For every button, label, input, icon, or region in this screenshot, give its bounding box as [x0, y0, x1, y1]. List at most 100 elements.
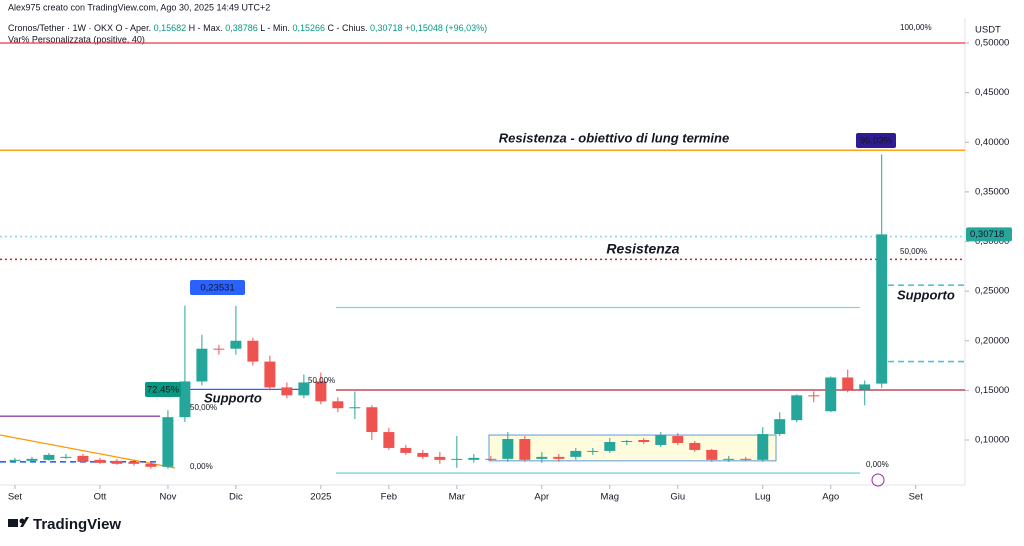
candle-body	[434, 456, 446, 460]
annotation: Supporto	[204, 390, 262, 405]
annotation: 50,00%	[190, 403, 217, 412]
symbol: Cronos/Tether · 1W · OKX	[8, 23, 113, 33]
candle-body	[332, 401, 344, 409]
annotation: 50,00%	[308, 376, 335, 385]
candle-body	[791, 395, 803, 421]
callout-label: 96.03%	[860, 136, 893, 147]
x-tick-label: Mar	[449, 492, 465, 503]
x-tick-label: Apr	[534, 492, 549, 503]
candle-body	[468, 457, 480, 460]
annotation: 100,00%	[900, 23, 932, 32]
candle-body	[94, 459, 106, 463]
y-tick-label: 0,30000	[975, 236, 1009, 247]
candle-body	[842, 377, 854, 390]
candle-body	[451, 458, 463, 460]
indicator: Var% Personalizzata (positive, 40)	[8, 34, 145, 44]
annotation: 0,00%	[866, 460, 889, 469]
candle-body	[43, 454, 55, 460]
y-tick-label: 0,25000	[975, 286, 1009, 297]
candle-body	[825, 377, 837, 412]
candle-body	[60, 456, 72, 458]
ohlc-label: O - Aper.	[116, 23, 152, 33]
ohlc-value: 0,30718	[370, 23, 403, 33]
y-tick-label: 0,40000	[975, 137, 1009, 148]
callout-box	[190, 280, 245, 295]
ohlc-label: H - Max.	[189, 23, 223, 33]
candle-body	[196, 348, 208, 382]
candle-body	[417, 452, 429, 457]
x-tick-label: Set	[909, 492, 924, 503]
credit: Alex975 creato con TradingView.com, Ago …	[8, 2, 270, 12]
candle-body	[655, 435, 667, 445]
x-tick-label: Lug	[755, 492, 771, 503]
x-tick-label: Nov	[159, 492, 176, 503]
callout-label: 0,23531	[200, 283, 234, 294]
candle-body	[485, 458, 497, 460]
x-tick-label: 2025	[310, 492, 331, 503]
last-price-tag	[966, 227, 1012, 242]
candle-body	[162, 417, 174, 467]
x-tick-label: Giu	[670, 492, 685, 503]
candle-body	[111, 460, 123, 464]
ohlc-value: 0,15682	[154, 23, 187, 33]
candle-body	[349, 407, 361, 409]
candle-body	[859, 384, 871, 390]
ohlc-label: C - Chius.	[328, 23, 368, 33]
annotation: 50,00%	[900, 247, 927, 256]
event-icon	[871, 473, 885, 487]
y-tick-label: 0,10000	[975, 435, 1009, 446]
ohlc-value: 0,15266	[292, 23, 325, 33]
y-tick-label: 0,15000	[975, 385, 1009, 396]
brand: TradingView	[33, 516, 121, 533]
candle-body	[247, 340, 259, 362]
candle-body	[876, 234, 888, 384]
y-tick-label: 0,45000	[975, 87, 1009, 98]
last-price-label: 0,30718	[970, 229, 1004, 240]
candle-body	[672, 436, 684, 443]
candle-body	[400, 447, 412, 453]
candle-body	[230, 340, 242, 349]
y-tick-label: 0,20000	[975, 335, 1009, 346]
x-tick-label: Mag	[601, 492, 619, 503]
candle-body	[519, 439, 531, 460]
candle-body	[808, 395, 820, 397]
candle-body	[281, 387, 293, 396]
ohlc-value: 0,38786	[225, 23, 258, 33]
candle-body	[706, 449, 718, 460]
change: +0,15048 (+96,03%)	[405, 23, 487, 33]
candle-body	[145, 463, 157, 467]
callout-box	[856, 133, 896, 148]
x-tick-label: Ago	[822, 492, 839, 503]
candle-body	[604, 441, 616, 451]
ohlc-label: L - Min.	[260, 23, 290, 33]
currency: USDT	[975, 25, 1001, 36]
x-tick-label: Ott	[94, 492, 107, 503]
candle-body	[689, 442, 701, 450]
candle-body	[723, 458, 735, 460]
candle-body	[9, 459, 21, 461]
candle-body	[383, 432, 395, 448]
candle-body	[298, 382, 310, 396]
candle-body	[621, 440, 633, 442]
range-box	[488, 434, 777, 462]
candle-body	[570, 450, 582, 457]
brand-logo: TradingView	[8, 516, 121, 533]
x-tick-label: Feb	[381, 492, 397, 503]
y-tick-label: 0,50000	[975, 38, 1009, 49]
candle-body	[553, 456, 565, 459]
candle-body	[213, 348, 225, 350]
symbol-header: Cronos/Tether · 1W · OKX O - Aper. 0,156…	[8, 23, 487, 33]
candle-body	[774, 419, 786, 435]
candle-body	[179, 381, 191, 418]
candle-body	[502, 439, 514, 459]
candle-body	[638, 440, 650, 442]
candle-body	[757, 434, 769, 460]
candle-body	[264, 361, 276, 388]
candle-body	[366, 407, 378, 433]
annotation: Resistenza	[606, 241, 679, 257]
candle-body	[587, 450, 599, 452]
candle-body	[740, 458, 752, 460]
annotation: Supporto	[897, 287, 955, 302]
x-tick-label: Set	[8, 492, 23, 503]
y-tick-label: 0,35000	[975, 186, 1009, 197]
